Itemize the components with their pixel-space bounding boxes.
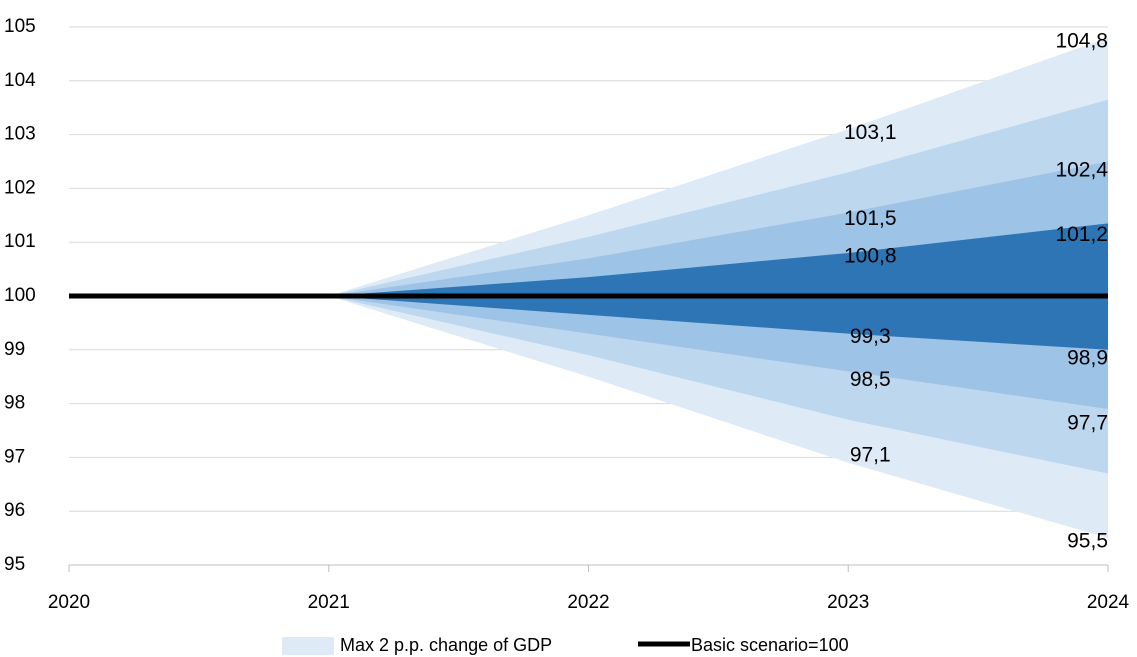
legend-label: Basic scenario=100 [691,635,849,655]
y-tick-label: 102 [4,177,36,198]
fan-band [328,223,1108,350]
legend-swatch [282,637,334,655]
y-tick-label: 100 [4,285,36,306]
x-tick-label: 2022 [567,592,609,613]
y-tick-label: 101 [4,231,36,252]
y-tick-label: 97 [4,446,25,467]
data-label: 97,1 [850,444,891,467]
data-label: 102,4 [1055,158,1108,181]
data-label: 99,3 [850,325,891,348]
y-tick-label: 99 [4,339,25,360]
data-label: 104,8 [1055,29,1108,52]
data-label: 101,2 [1055,223,1108,246]
data-label: 98,5 [850,368,891,391]
y-tick-label: 103 [4,124,36,145]
legend-label: Max 2 p.p. change of GDP [340,635,552,655]
data-label: 95,5 [1067,530,1108,553]
y-tick-label: 96 [4,500,25,521]
y-tick-label: 98 [4,393,25,414]
data-label: 97,7 [1067,411,1108,434]
x-tick-label: 2021 [308,592,350,613]
x-tick-label: 2020 [48,592,90,613]
y-tick-label: 104 [4,70,36,91]
y-tick-label: 105 [4,16,36,37]
x-tick-label: 2023 [827,592,869,613]
data-label: 103,1 [844,121,897,144]
y-tick-label: 95 [4,554,25,575]
data-label: 98,9 [1067,347,1108,370]
data-label: 100,8 [844,245,897,268]
data-label: 101,5 [844,207,897,230]
x-tick-label: 2024 [1087,592,1130,613]
